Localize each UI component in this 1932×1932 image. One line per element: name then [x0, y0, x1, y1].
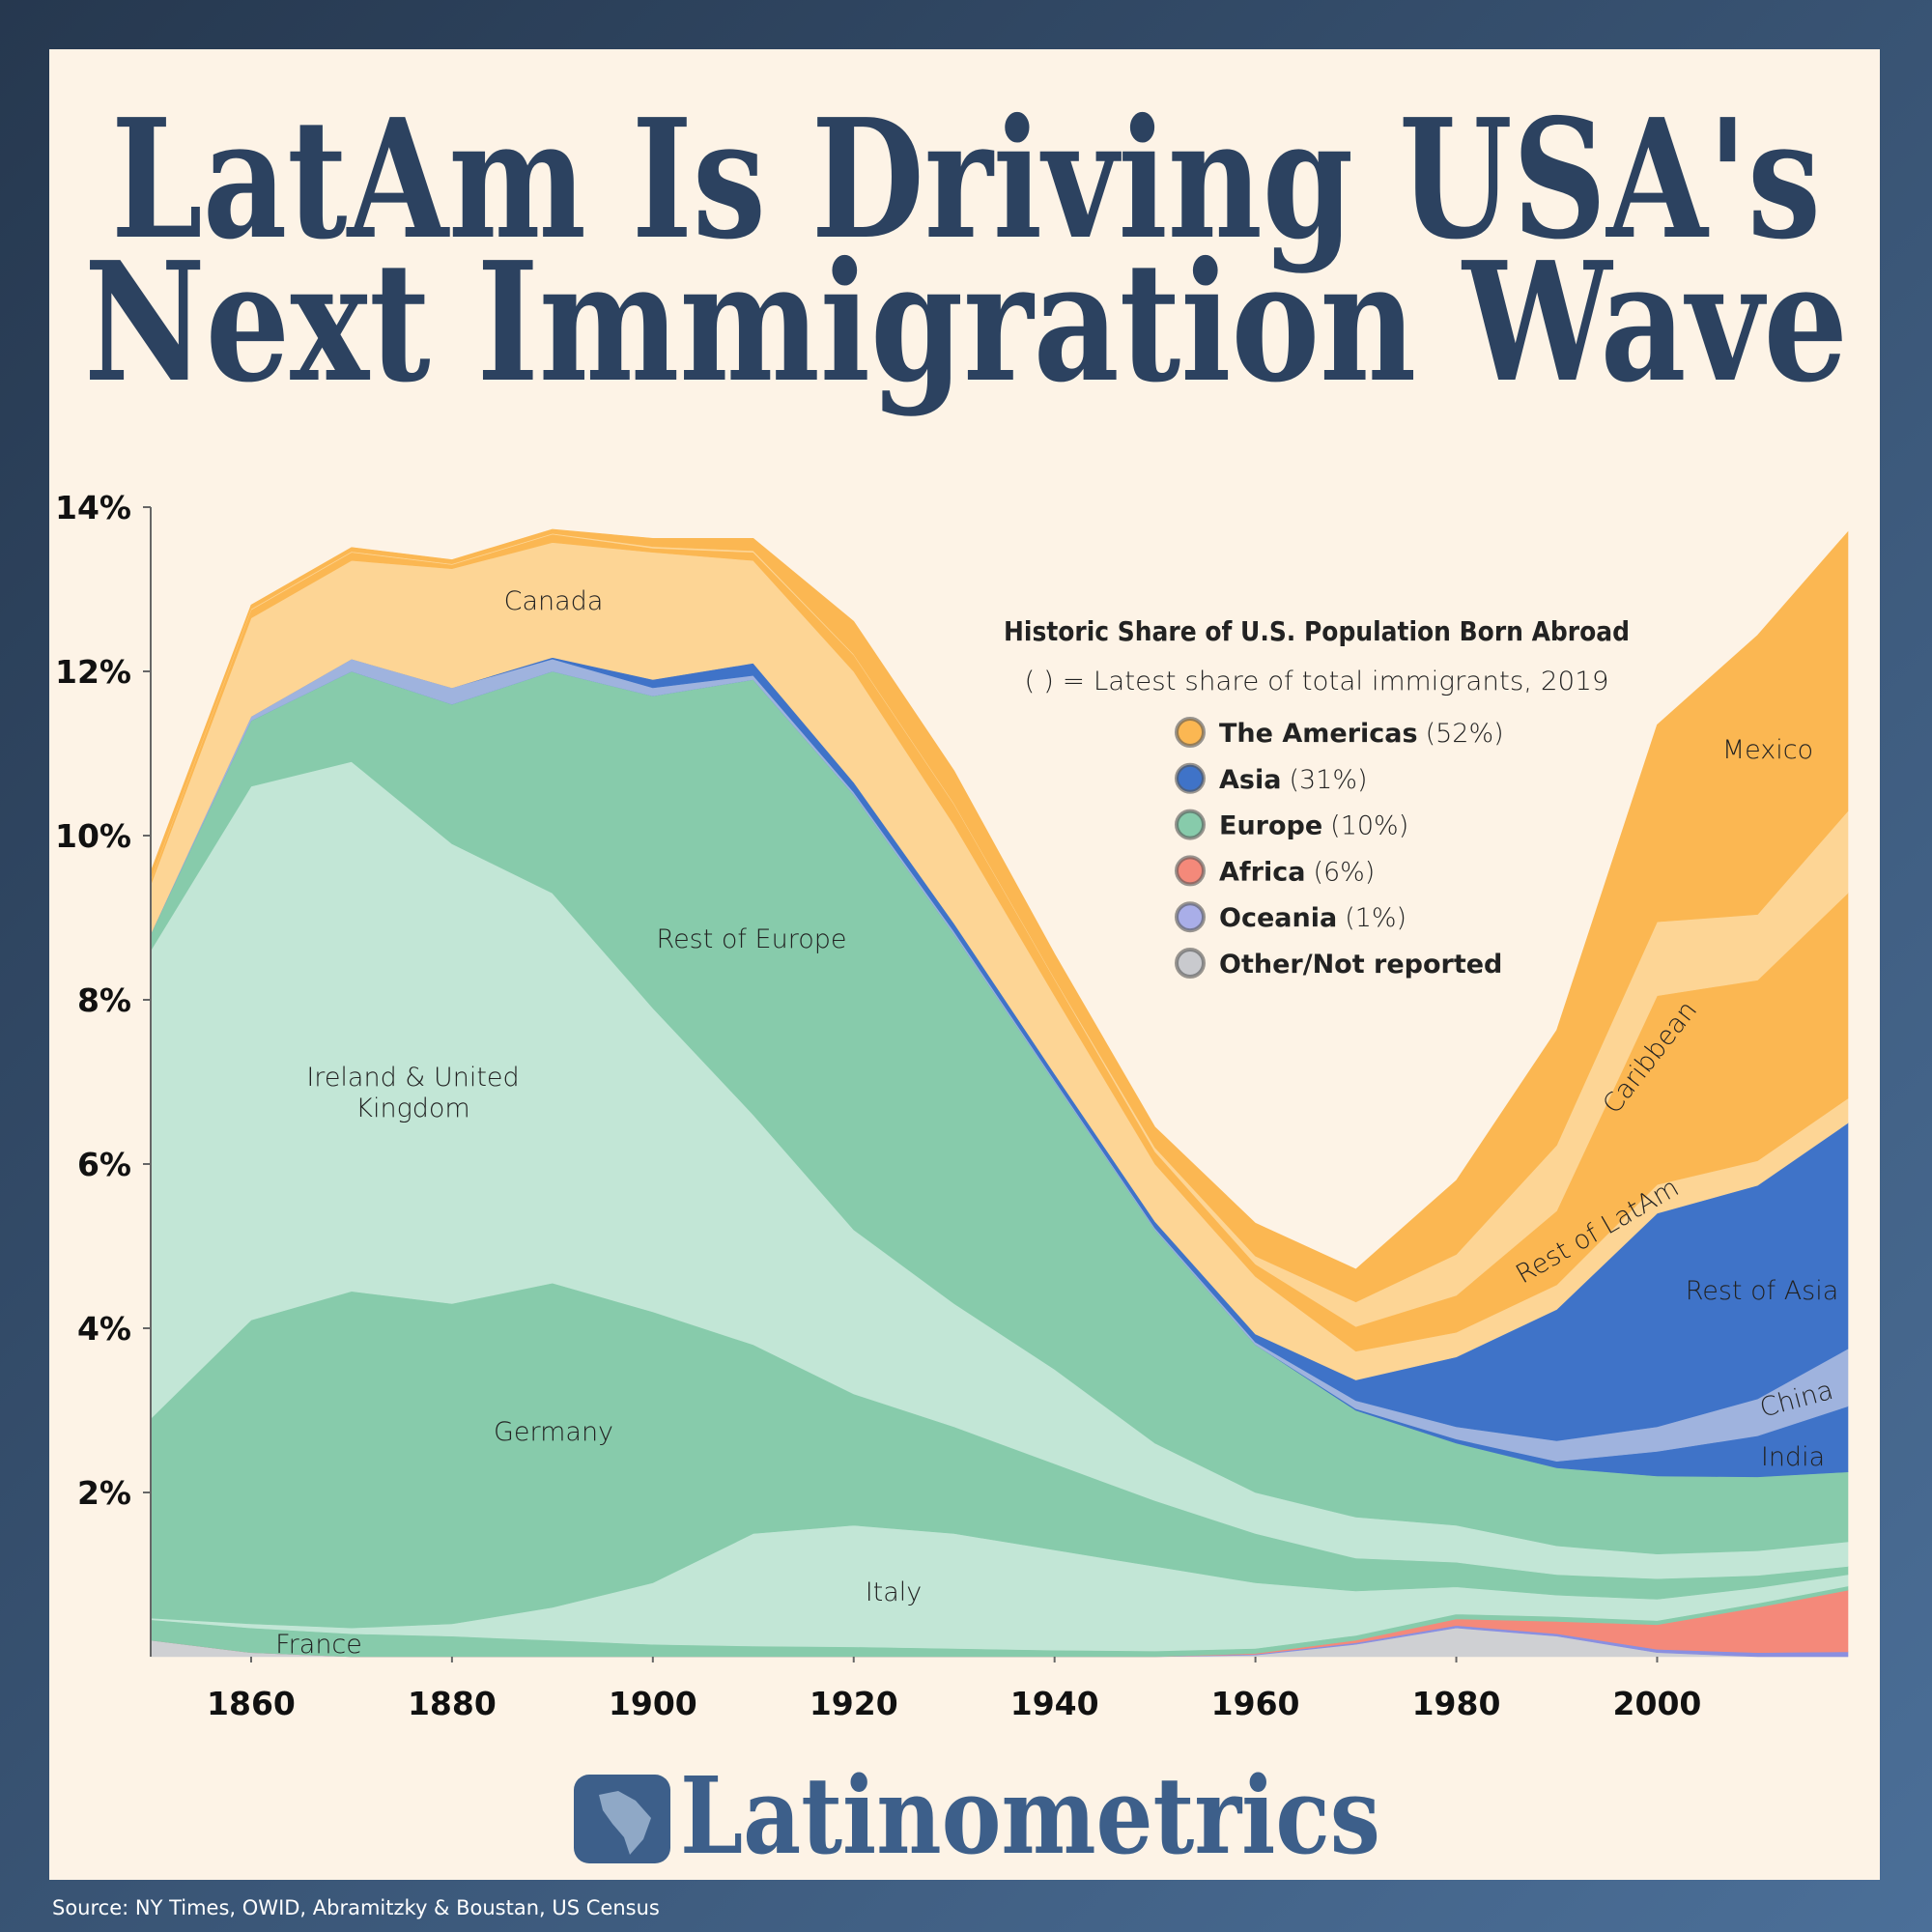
legend-subtitle: ( ) = Latest share of total immigrants, … — [1025, 667, 1609, 696]
legend-name: The Americas — [1219, 719, 1418, 749]
series-label-box: Ireland & United Kingdom — [306, 1063, 520, 1123]
series-label: France — [275, 1630, 362, 1660]
area — [150, 528, 1849, 1303]
legend-swatch — [1175, 762, 1206, 794]
title: LatAm Is Driving USA's — [111, 83, 1821, 276]
legend-share: (6%) — [1313, 857, 1375, 887]
legend-swatch — [1175, 855, 1206, 887]
legend-entry: Asia (31%) — [1219, 765, 1368, 795]
brand: Latinometrics — [680, 1753, 1380, 1878]
x-tick-label: 1940 — [1010, 1685, 1099, 1722]
y-tick-label: 10% — [55, 817, 131, 855]
legend-name: Other/Not reported — [1219, 950, 1502, 980]
x-tick-label: 2000 — [1613, 1685, 1702, 1722]
series-label: Rest of Asia — [1686, 1276, 1839, 1306]
legend-entry: Africa (6%) — [1219, 857, 1375, 887]
y-tick-label: 14% — [55, 489, 131, 526]
y-tick-label: 8% — [77, 981, 131, 1019]
logo-map — [599, 1791, 651, 1855]
legend-name: Europe — [1219, 811, 1322, 841]
legend-swatch — [1175, 948, 1206, 979]
legend-entry: Other/Not reported — [1219, 950, 1502, 980]
y-tick-label: 12% — [55, 653, 131, 691]
legend-name: Asia — [1219, 765, 1281, 795]
legend: Historic Share of U.S. Population Born A… — [1004, 615, 1630, 980]
x-tick-label: 1980 — [1412, 1685, 1501, 1722]
x-tick-label: 1880 — [408, 1685, 497, 1722]
x-tick-label: 1900 — [609, 1685, 697, 1722]
series-label: Mexico — [1722, 735, 1813, 765]
series-label: India — [1761, 1442, 1825, 1472]
series-label: Germany — [494, 1417, 613, 1447]
series-label: Ireland & United Kingdom — [306, 1063, 520, 1123]
legend-share: (10%) — [1330, 811, 1408, 841]
legend-title: Historic Share of U.S. Population Born A… — [1004, 615, 1630, 647]
series-label: Rest of Europe — [657, 924, 847, 954]
y-tick-label: 6% — [77, 1146, 131, 1183]
x-tick-label: 1860 — [207, 1685, 296, 1722]
series-label: Canada — [504, 586, 604, 616]
legend-share: (52%) — [1426, 719, 1504, 749]
legend-swatch — [1175, 901, 1206, 933]
legend-swatch — [1175, 809, 1206, 840]
x-tick-label: 1960 — [1211, 1685, 1300, 1722]
logo: Latinometrics — [574, 1753, 1380, 1878]
legend-name: Oceania — [1219, 903, 1337, 933]
legend-entry: Europe (10%) — [1219, 811, 1408, 841]
legend-entry: Oceania (1%) — [1219, 903, 1406, 933]
legend-swatch — [1175, 717, 1206, 748]
title: Next Immigration Wave — [84, 226, 1848, 419]
x-tick-label: 1920 — [810, 1685, 898, 1722]
legend-name: Africa — [1219, 857, 1305, 887]
y-tick-label: 4% — [77, 1310, 131, 1348]
y-tick-label: 2% — [77, 1474, 131, 1512]
source: Source: NY Times, OWID, Abramitzky & Bou… — [52, 1896, 660, 1919]
plot: 2% 4% 6% 8% 10% 12% 14% 1860 1880 1900 1920 1940 196… — [55, 489, 1849, 1722]
legend-share: (31%) — [1289, 765, 1367, 795]
series-label: Italy — [866, 1577, 923, 1607]
legend-share: (1%) — [1345, 903, 1406, 933]
legend-entry: The Americas (52%) — [1219, 719, 1504, 749]
